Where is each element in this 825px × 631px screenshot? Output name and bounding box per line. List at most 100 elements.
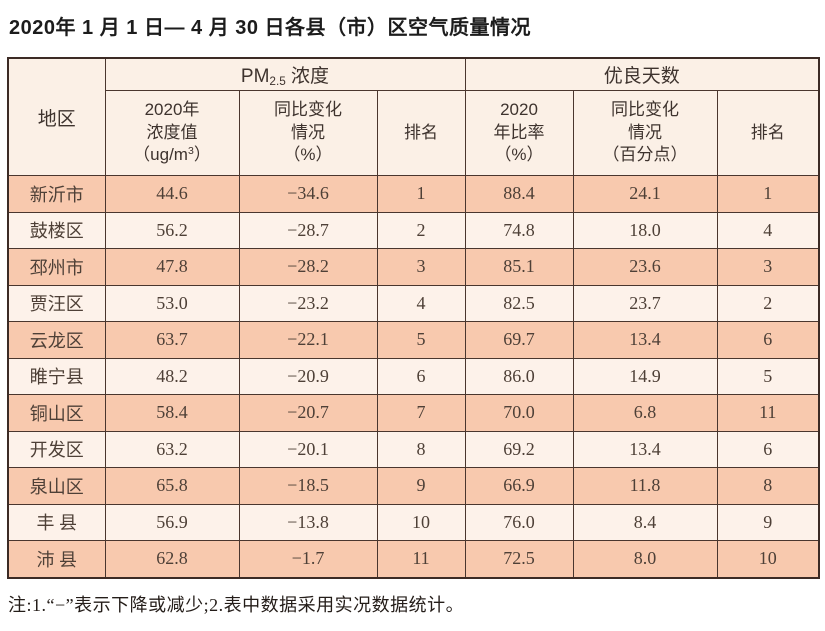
good-rate-line2: 年比率 xyxy=(493,122,545,142)
cell-pm25-value: 53.0 xyxy=(104,284,240,322)
cell-pm25-change: −28.2 xyxy=(238,248,378,286)
cell-pm25-value: 63.7 xyxy=(104,321,240,359)
table-footnote: 注:1.“−”表示下降或减少;2.表中数据采用实况数据统计。 xyxy=(8,594,465,615)
cell-good-rate: 76.0 xyxy=(464,503,574,541)
cell-pm25-rank: 1 xyxy=(376,175,466,213)
cell-pm25-rank: 3 xyxy=(376,248,466,286)
good-rate-line3: （%） xyxy=(494,145,544,165)
cell-good-rate: 88.4 xyxy=(464,175,574,213)
cell-good-change: 14.9 xyxy=(572,357,718,395)
cell-pm25-value: 62.8 xyxy=(104,540,240,578)
cell-good-rate: 69.2 xyxy=(464,430,574,468)
cell-good-rank: 11 xyxy=(716,394,820,432)
pm25-label-prefix: PM xyxy=(240,66,270,87)
unit-superscript: 3 xyxy=(187,145,194,158)
cell-region: 开发区 xyxy=(7,430,106,468)
cell-pm25-rank: 2 xyxy=(376,211,466,249)
table-row: 泉山区 65.8 −18.5 9 66.9 11.8 8 xyxy=(7,467,820,505)
unit-prefix: （ug/m xyxy=(133,145,188,165)
cell-pm25-value: 63.2 xyxy=(104,430,240,468)
cell-good-rank: 2 xyxy=(716,284,820,322)
cell-pm25-value: 56.9 xyxy=(104,503,240,541)
cell-good-rate: 86.0 xyxy=(464,357,574,395)
header-pm25-group: PM2.5 浓度 xyxy=(104,57,466,91)
cell-pm25-rank: 10 xyxy=(376,503,466,541)
table-row: 贾汪区 53.0 −23.2 4 82.5 23.7 2 xyxy=(7,284,820,322)
table-row: 沛 县 62.8 −1.7 11 72.5 8.0 10 xyxy=(7,540,820,578)
cell-pm25-rank: 11 xyxy=(376,540,466,578)
cell-good-change: 13.4 xyxy=(572,430,718,468)
cell-pm25-rank: 5 xyxy=(376,321,466,359)
cell-good-rate: 85.1 xyxy=(464,248,574,286)
cell-good-rate: 66.9 xyxy=(464,467,574,505)
table-row: 云龙区 63.7 −22.1 5 69.7 13.4 6 xyxy=(7,321,820,359)
table-row: 丰 县 56.9 −13.8 10 76.0 8.4 9 xyxy=(7,503,820,541)
cell-pm25-change: −18.5 xyxy=(238,467,378,505)
cell-region: 鼓楼区 xyxy=(7,211,106,249)
table-row: 睢宁县 48.2 −20.9 6 86.0 14.9 5 xyxy=(7,357,820,395)
cell-good-change: 6.8 xyxy=(572,394,718,432)
cell-good-rate: 74.8 xyxy=(464,211,574,249)
cell-pm25-rank: 8 xyxy=(376,430,466,468)
cell-pm25-change: −20.9 xyxy=(238,357,378,395)
header-region: 地区 xyxy=(7,57,106,176)
cell-region: 泉山区 xyxy=(7,467,106,505)
cell-pm25-value: 44.6 xyxy=(104,175,240,213)
table-row: 开发区 63.2 −20.1 8 69.2 13.4 6 xyxy=(7,430,820,468)
table-row: 铜山区 58.4 −20.7 7 70.0 6.8 11 xyxy=(7,394,820,432)
pm25-change-line1: 同比变化 xyxy=(274,100,342,120)
air-quality-table: 地区 PM2.5 浓度 优良天数 2020年 浓度值 （ug/m3） 同比变化 … xyxy=(7,57,820,579)
cell-good-rank: 6 xyxy=(716,321,820,359)
header-sub-row: 2020年 浓度值 （ug/m3） 同比变化 情况 （%） 排名 2020 年比… xyxy=(8,90,820,176)
cell-region: 睢宁县 xyxy=(7,357,106,395)
pm25-label-suffix: 浓度 xyxy=(285,66,330,87)
pm25-value-line1: 2020年 xyxy=(144,100,200,120)
cell-good-rate: 82.5 xyxy=(464,284,574,322)
good-change-line2: 情况 xyxy=(628,122,662,142)
header-good-days-group: 优良天数 xyxy=(464,57,820,91)
table-row: 邳州市 47.8 −28.2 3 85.1 23.6 3 xyxy=(7,248,820,286)
cell-pm25-value: 56.2 xyxy=(104,211,240,249)
document-page: 2020年 1 月 1 日— 4 月 30 日各县（市）区空气质量情况 地区 P… xyxy=(0,11,825,631)
cell-good-rate: 69.7 xyxy=(464,321,574,359)
cell-region: 云龙区 xyxy=(7,321,106,359)
pm25-label-subscript: 2.5 xyxy=(269,74,286,88)
cell-pm25-value: 65.8 xyxy=(104,467,240,505)
cell-good-rank: 5 xyxy=(716,357,820,395)
cell-good-change: 23.6 xyxy=(572,248,718,286)
table-row: 鼓楼区 56.2 −28.7 2 74.8 18.0 4 xyxy=(7,211,820,249)
cell-region: 丰 县 xyxy=(7,503,106,541)
cell-pm25-change: −28.7 xyxy=(238,211,378,249)
cell-good-rank: 9 xyxy=(716,503,820,541)
cell-good-rank: 6 xyxy=(716,430,820,468)
cell-pm25-value: 58.4 xyxy=(104,394,240,432)
cell-region: 新沂市 xyxy=(7,175,106,213)
cell-good-rank: 10 xyxy=(716,540,820,578)
cell-good-change: 18.0 xyxy=(572,211,718,249)
pm25-change-line3: （%） xyxy=(283,145,333,165)
header-pm25-value: 2020年 浓度值 （ug/m3） xyxy=(104,90,240,176)
table-header: 地区 PM2.5 浓度 优良天数 2020年 浓度值 （ug/m3） 同比变化 … xyxy=(7,57,820,176)
pm25-value-line2: 浓度值 xyxy=(146,122,198,142)
good-change-line3: （百分点） xyxy=(602,145,688,165)
pm25-value-unit: （ug/m3） xyxy=(108,144,237,166)
cell-pm25-change: −13.8 xyxy=(238,503,378,541)
cell-region: 贾汪区 xyxy=(7,284,106,322)
cell-pm25-rank: 4 xyxy=(376,284,466,322)
cell-good-rate: 72.5 xyxy=(464,540,574,578)
header-good-rank: 排名 xyxy=(716,90,820,176)
cell-region: 沛 县 xyxy=(7,540,106,578)
cell-good-change: 13.4 xyxy=(572,321,718,359)
good-rate-line1: 2020 xyxy=(500,100,538,120)
cell-pm25-change: −23.2 xyxy=(238,284,378,322)
cell-good-change: 23.7 xyxy=(572,284,718,322)
cell-pm25-rank: 7 xyxy=(376,394,466,432)
cell-pm25-rank: 9 xyxy=(376,467,466,505)
cell-pm25-value: 48.2 xyxy=(104,357,240,395)
cell-good-rank: 3 xyxy=(716,248,820,286)
cell-region: 铜山区 xyxy=(7,394,106,432)
header-good-rate: 2020 年比率 （%） xyxy=(464,90,574,176)
cell-good-change: 11.8 xyxy=(572,467,718,505)
header-good-change: 同比变化 情况 （百分点） xyxy=(572,90,718,176)
table-row: 新沂市 44.6 −34.6 1 88.4 24.1 1 xyxy=(7,175,820,213)
